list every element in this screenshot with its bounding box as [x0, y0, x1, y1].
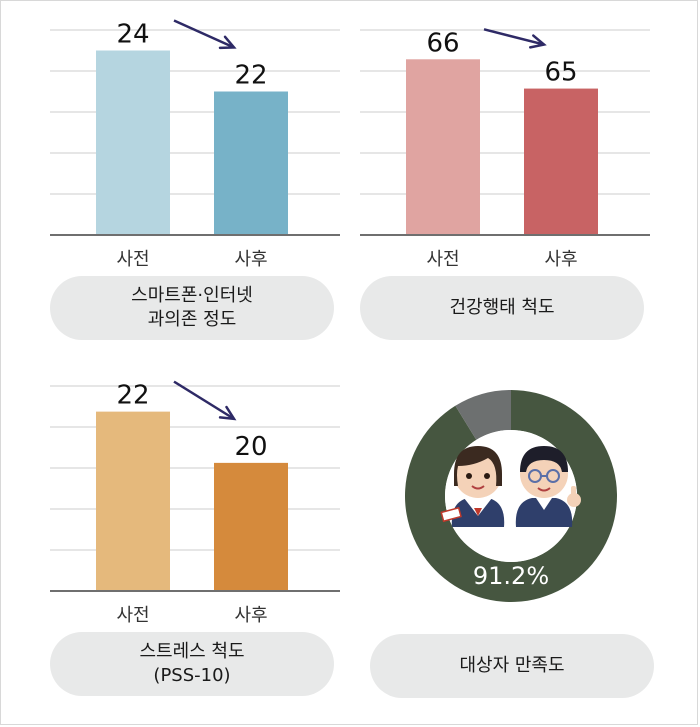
caption-line: 스마트폰·인터넷: [131, 285, 253, 306]
caption-line: 대상자 만족도: [459, 655, 565, 676]
bar-1: [214, 462, 288, 591]
caption-line: 건강행태 척도: [449, 297, 555, 318]
caption-line: (PSS-10): [153, 665, 231, 686]
bar-chart-stress: 22 사전 20 사후: [50, 380, 340, 626]
donut-slice-0: [405, 390, 617, 602]
arrow-head: [218, 35, 237, 50]
category-tick-label: 사후: [234, 249, 267, 270]
bar-value-label: 22: [234, 61, 267, 91]
panel-health-behavior: 66 사전 65 사후 건강행태 척도: [360, 6, 660, 346]
category-tick-label: 사후: [544, 249, 577, 270]
arrow-shaft: [173, 380, 235, 420]
bar-0: [96, 50, 170, 235]
caption-health: 건강행태 척도: [360, 276, 644, 340]
caption-smartphone: 스마트폰·인터넷 과의존 정도: [50, 276, 334, 340]
caption-stress: 스트레스 척도 (PSS-10): [50, 632, 334, 696]
trend-arrow: [173, 380, 237, 421]
caption-line: 과의존 정도: [147, 309, 237, 330]
bar-value-label: 65: [544, 58, 577, 88]
category-tick-label: 사전: [116, 605, 149, 626]
donut-chart-satisfaction: 91.2%: [405, 390, 617, 602]
bar-value-label: 22: [116, 381, 149, 411]
category-tick-label: 사후: [234, 605, 267, 626]
category-tick-label: 사전: [426, 249, 459, 270]
arrow-head: [529, 34, 547, 49]
bar-value-label: 66: [426, 28, 459, 58]
bar-value-label: 24: [116, 20, 149, 50]
satisfaction-value-label: 91.2%: [473, 562, 549, 590]
bar-0: [96, 411, 170, 591]
bar-value-label: 20: [234, 432, 267, 462]
category-tick-label: 사전: [116, 249, 149, 270]
arrow-shaft: [483, 28, 545, 46]
caption-satisfaction: 대상자 만족도: [370, 634, 654, 698]
panel-smartphone-dependency: 24 사전 22 사후 스마트폰·인터넷 과의존 정도: [50, 6, 350, 346]
trend-arrow: [483, 28, 547, 49]
arrow-head: [218, 405, 237, 421]
bar-chart-smartphone: 24 사전 22 사후: [50, 19, 340, 270]
bar-1: [524, 88, 598, 235]
caption-line: 스트레스 척도: [139, 641, 245, 662]
panel-stress: 22 사전 20 사후 스트레스 척도 (PSS-10): [50, 362, 350, 702]
donut-slice-1: [455, 390, 511, 440]
arrow-shaft: [173, 19, 235, 49]
students-illustration: [440, 446, 581, 527]
bar-chart-health: 66 사전 65 사후: [360, 28, 650, 270]
trend-arrow: [173, 19, 237, 50]
panel-satisfaction: 91.2% 대상자 만족도: [370, 362, 670, 702]
bar-0: [406, 59, 480, 236]
bar-1: [214, 91, 288, 235]
